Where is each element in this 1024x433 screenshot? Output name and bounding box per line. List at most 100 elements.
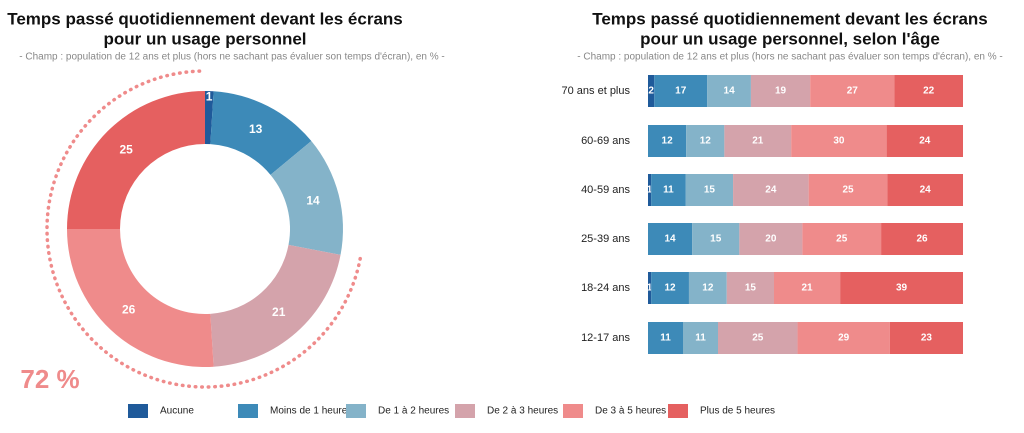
bar — [688, 272, 727, 304]
bar — [797, 322, 890, 354]
bar — [707, 75, 751, 107]
bar — [733, 174, 809, 206]
legend-label: Moins de 1 heure — [270, 406, 348, 417]
data-label: 25 — [836, 234, 848, 245]
annotation-arc — [45, 69, 362, 389]
legend-label: De 3 à 5 heures — [595, 406, 666, 417]
legend-label: Plus de 5 heures — [700, 406, 775, 417]
bar — [750, 75, 811, 107]
bar — [808, 174, 888, 206]
data-label: 15 — [704, 185, 716, 196]
donut-slice — [205, 91, 214, 145]
data-label: 39 — [896, 283, 908, 294]
bar — [683, 322, 718, 354]
data-label: 24 — [919, 136, 931, 147]
subtitle: - Champ : population de 12 ans et plus (… — [577, 52, 1002, 63]
data-label: 11 — [663, 185, 674, 196]
y-tick-label: 18-24 ans — [581, 282, 630, 294]
bar — [651, 272, 689, 304]
title: Temps passé quotidiennement devant les é… — [592, 9, 988, 28]
legend-swatch — [238, 404, 258, 418]
data-label: 21 — [752, 136, 764, 147]
data-label: 22 — [923, 86, 935, 97]
data-label: 25 — [119, 142, 133, 156]
donut-slice — [210, 244, 341, 367]
annotation: 72 % — [20, 364, 79, 394]
bar — [889, 322, 963, 354]
y-tick-label: 25-39 ans — [581, 233, 630, 245]
data-label: 1 — [647, 185, 653, 196]
data-label: 19 — [775, 86, 787, 97]
data-label: 26 — [122, 302, 136, 316]
data-label: 25 — [842, 185, 854, 196]
data-label: 21 — [802, 283, 814, 294]
legend-label: De 1 à 2 heures — [378, 406, 449, 417]
data-label: 12 — [662, 136, 674, 147]
data-label: 14 — [306, 193, 320, 207]
bar — [724, 125, 792, 157]
bar — [654, 75, 708, 107]
bar — [648, 272, 652, 304]
bar — [648, 223, 693, 255]
data-label: 12 — [664, 283, 676, 294]
donut-slice — [210, 91, 312, 175]
legend-swatch — [563, 404, 583, 418]
bar — [887, 174, 963, 206]
bar — [802, 223, 882, 255]
data-label: 12 — [702, 283, 714, 294]
bar — [810, 75, 895, 107]
data-label: 2 — [648, 86, 654, 97]
bar — [648, 174, 652, 206]
data-label: 27 — [847, 86, 859, 97]
data-label: 14 — [724, 86, 736, 97]
bar — [651, 174, 686, 206]
subtitle: - Champ : population de 12 ans et plus (… — [19, 52, 444, 63]
bar — [686, 125, 725, 157]
data-label: 11 — [660, 333, 671, 344]
data-label: 24 — [920, 185, 932, 196]
title: Temps passé quotidiennement devant les é… — [7, 9, 403, 28]
data-label: 13 — [249, 122, 263, 136]
data-label: 21 — [272, 305, 286, 319]
bar — [791, 125, 887, 157]
bar — [886, 125, 963, 157]
bar — [648, 322, 683, 354]
title: pour un usage personnel, selon l'âge — [640, 29, 940, 48]
donut-slice — [67, 229, 214, 367]
bar — [718, 322, 798, 354]
data-label: 29 — [838, 333, 850, 344]
donut-slice — [67, 91, 205, 229]
bar — [739, 223, 803, 255]
data-label: 1 — [206, 90, 213, 104]
data-label: 12 — [700, 136, 712, 147]
data-label: 14 — [664, 234, 676, 245]
legend-swatch — [668, 404, 688, 418]
legend-label: De 2 à 3 heures — [487, 406, 558, 417]
data-label: 11 — [695, 333, 706, 344]
y-tick-label: 70 ans et plus — [562, 85, 631, 97]
data-label: 25 — [752, 333, 764, 344]
data-label: 1 — [647, 283, 653, 294]
bar — [726, 272, 774, 304]
data-label: 26 — [916, 234, 928, 245]
bar — [685, 174, 734, 206]
data-label: 17 — [675, 86, 687, 97]
data-label: 15 — [745, 283, 757, 294]
donut-slice — [270, 141, 343, 255]
title: pour un usage personnel — [103, 29, 306, 48]
legend-label: Aucune — [160, 406, 194, 417]
data-label: 20 — [765, 234, 777, 245]
y-tick-label: 12-17 ans — [581, 332, 630, 344]
data-label: 23 — [921, 333, 933, 344]
y-tick-label: 60-69 ans — [581, 135, 630, 147]
data-label: 30 — [833, 136, 845, 147]
y-tick-label: 40-59 ans — [581, 184, 630, 196]
bar — [894, 75, 963, 107]
bar — [648, 75, 655, 107]
legend-swatch — [455, 404, 475, 418]
bar — [692, 223, 740, 255]
bar — [881, 223, 963, 255]
data-label: 24 — [765, 185, 777, 196]
bar — [648, 125, 687, 157]
